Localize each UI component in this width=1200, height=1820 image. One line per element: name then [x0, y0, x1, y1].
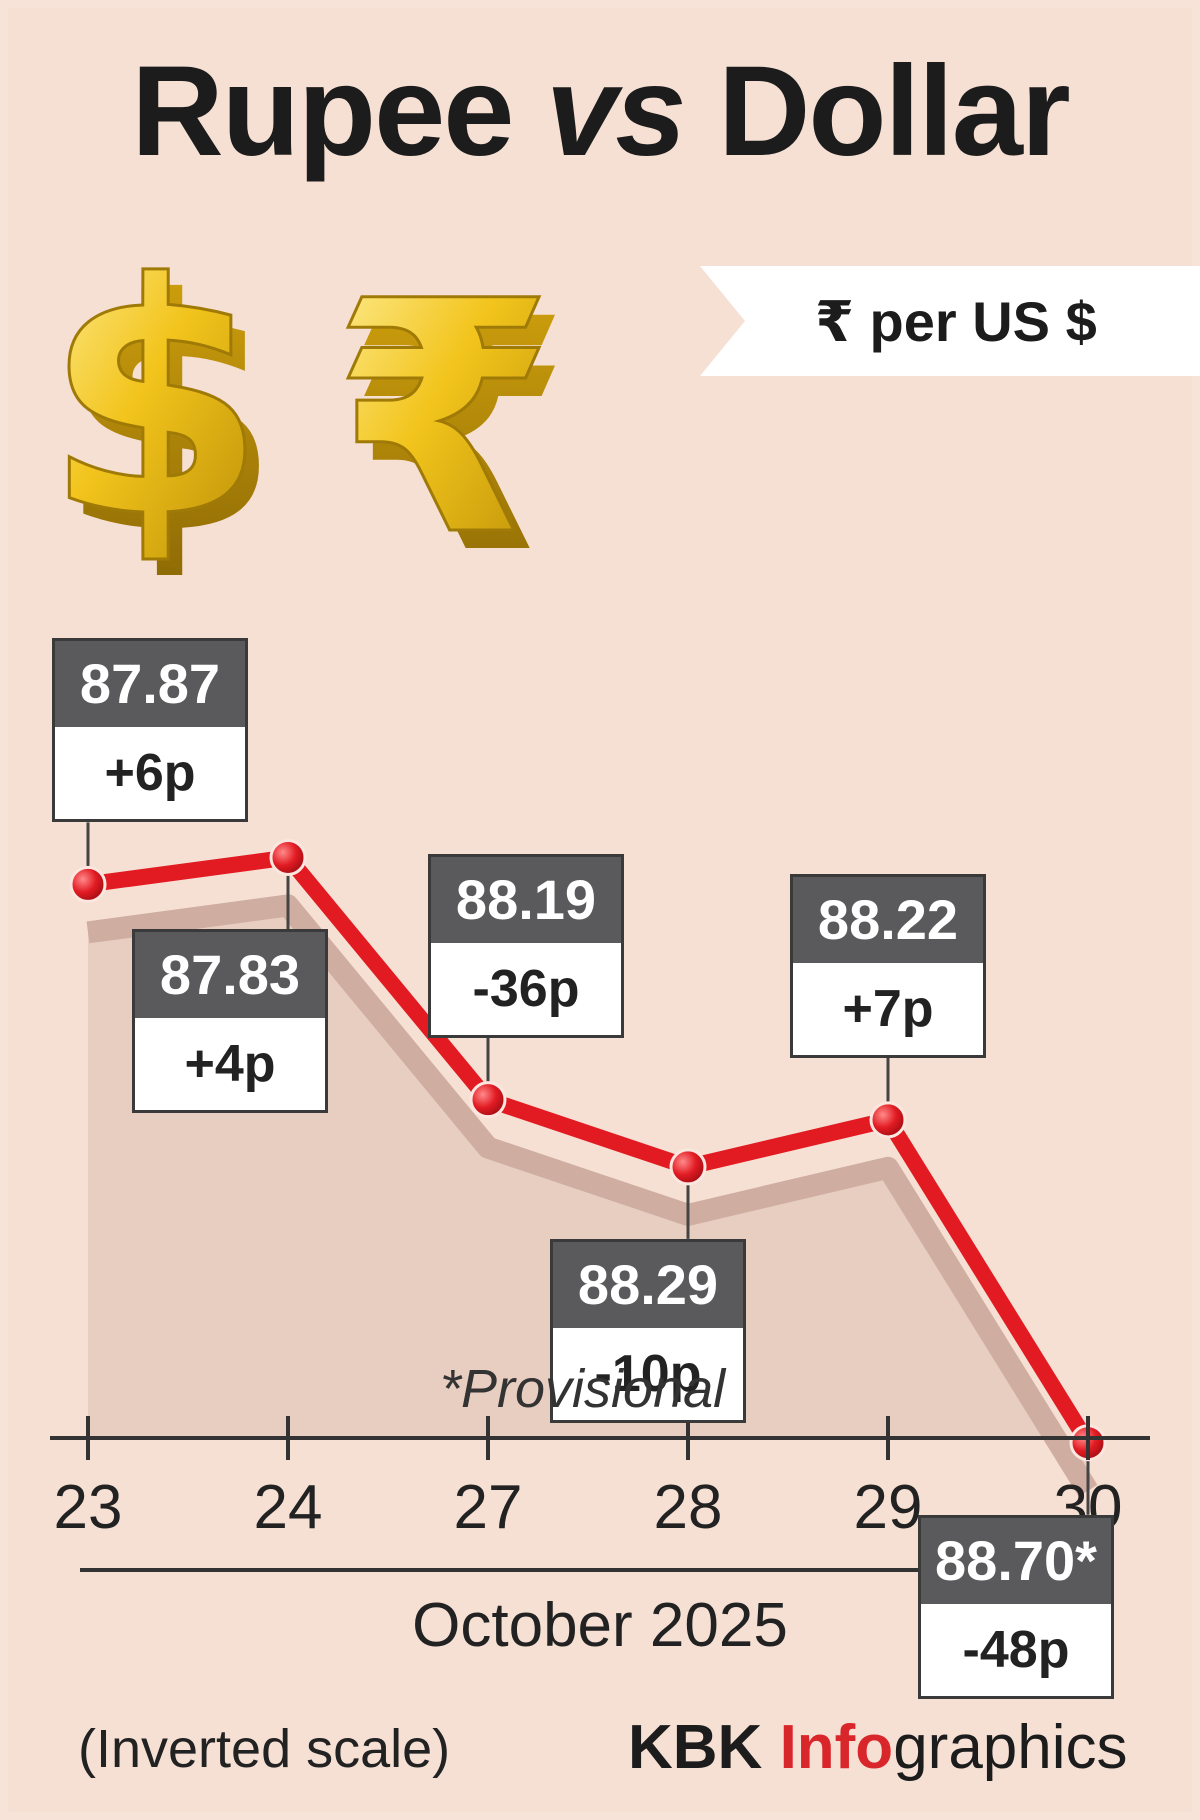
data-label-change: -10p — [594, 1344, 702, 1403]
data-label-value: 88.29 — [553, 1241, 743, 1328]
svg-text:$: $ — [58, 232, 281, 604]
x-tick-label: 23 — [54, 1473, 123, 1542]
data-point — [669, 1148, 707, 1186]
svg-text:$: $ — [44, 216, 267, 588]
title-rupee: Rupee — [131, 40, 514, 183]
plot-area — [69, 822, 1107, 1515]
data-label-value: 88.22 — [793, 876, 983, 963]
data-label-box: 87.87 +6p — [52, 638, 248, 823]
data-label-value: 88.19 — [431, 856, 621, 943]
x-tick-label: 24 — [254, 1473, 323, 1542]
data-label-change: -48p — [962, 1620, 1070, 1679]
inverted-scale-note: (Inverted scale) — [78, 1719, 451, 1779]
x-axis: 23 24 27 28 29 30 — [50, 1416, 1150, 1572]
data-point — [469, 1081, 507, 1119]
x-tick-label: 28 — [654, 1473, 723, 1542]
data-label-change: -36p — [472, 959, 580, 1018]
data-label-value: 87.83 — [135, 932, 325, 1019]
x-tick-label: 29 — [854, 1473, 923, 1542]
data-point — [69, 865, 107, 903]
rupee-sign-icon: ₹ ₹ — [331, 233, 571, 625]
line-shadow — [86, 894, 1098, 1497]
data-label-box: 88.29 -10p — [550, 1238, 746, 1423]
data-label-box: 88.19 -36p — [428, 853, 624, 1038]
data-label-value: 88.70* — [921, 1517, 1111, 1604]
data-point — [269, 838, 307, 876]
svg-text:₹: ₹ — [332, 234, 555, 606]
series-line — [80, 849, 1096, 1451]
x-tick-label: 27 — [454, 1473, 523, 1542]
title-vs: vs — [546, 40, 686, 183]
data-label-value: 87.87 — [55, 641, 245, 728]
data-point — [869, 1101, 907, 1139]
data-label-box: 88.70* -48p — [918, 1514, 1114, 1699]
data-label-box: 87.83 +4p — [132, 929, 328, 1114]
chart-title: Rupee vs Dollar — [0, 48, 1200, 176]
data-label-change: +6p — [104, 744, 196, 803]
svg-text:₹: ₹ — [348, 252, 571, 624]
data-label-change: +7p — [842, 979, 934, 1038]
credit-kbk: KBK — [628, 1713, 780, 1782]
credit: KBK Infographics — [628, 1712, 1188, 1783]
title-dollar: Dollar — [717, 40, 1071, 183]
credit-info: Info — [779, 1713, 894, 1782]
unit-banner — [700, 266, 1200, 376]
dollar-sign-icon: $ $ — [43, 215, 281, 605]
x-axis-title: October 2025 — [412, 1591, 788, 1660]
data-label-box: 88.22 +7p — [790, 873, 986, 1058]
provisional-note: *Provisional — [440, 1359, 726, 1419]
credit-graphics: graphics — [893, 1713, 1128, 1782]
area-shadow — [88, 905, 1088, 1491]
unit-label: ₹ per US $ — [815, 290, 1097, 353]
data-label-change: +4p — [184, 1035, 276, 1094]
